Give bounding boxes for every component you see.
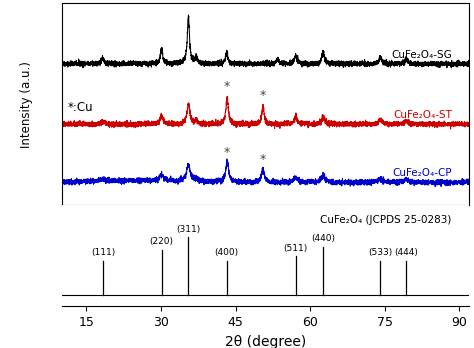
Y-axis label: Intensity (a.u.): Intensity (a.u.) [20,61,33,148]
Text: *: * [224,80,230,93]
Text: *: * [260,89,266,102]
Text: (311): (311) [176,225,201,234]
Text: (220): (220) [149,237,173,246]
Text: (400): (400) [215,248,239,257]
Text: (111): (111) [91,248,115,257]
Text: *:Cu: *:Cu [68,101,93,114]
Text: (511): (511) [283,244,308,253]
Text: CuFe₂O₄ (JCPDS 25-0283): CuFe₂O₄ (JCPDS 25-0283) [320,215,452,225]
Text: *: * [260,153,266,166]
Text: CuFe₂O₄-CP: CuFe₂O₄-CP [392,168,452,178]
Text: *: * [224,146,230,159]
Text: CuFe₂O₄-SG: CuFe₂O₄-SG [391,50,452,60]
Text: CuFe₂O₄-ST: CuFe₂O₄-ST [393,110,452,120]
Text: (440): (440) [311,234,335,243]
Text: (533): (533) [368,248,392,257]
X-axis label: 2θ (degree): 2θ (degree) [225,334,306,348]
Text: (444): (444) [394,248,418,257]
